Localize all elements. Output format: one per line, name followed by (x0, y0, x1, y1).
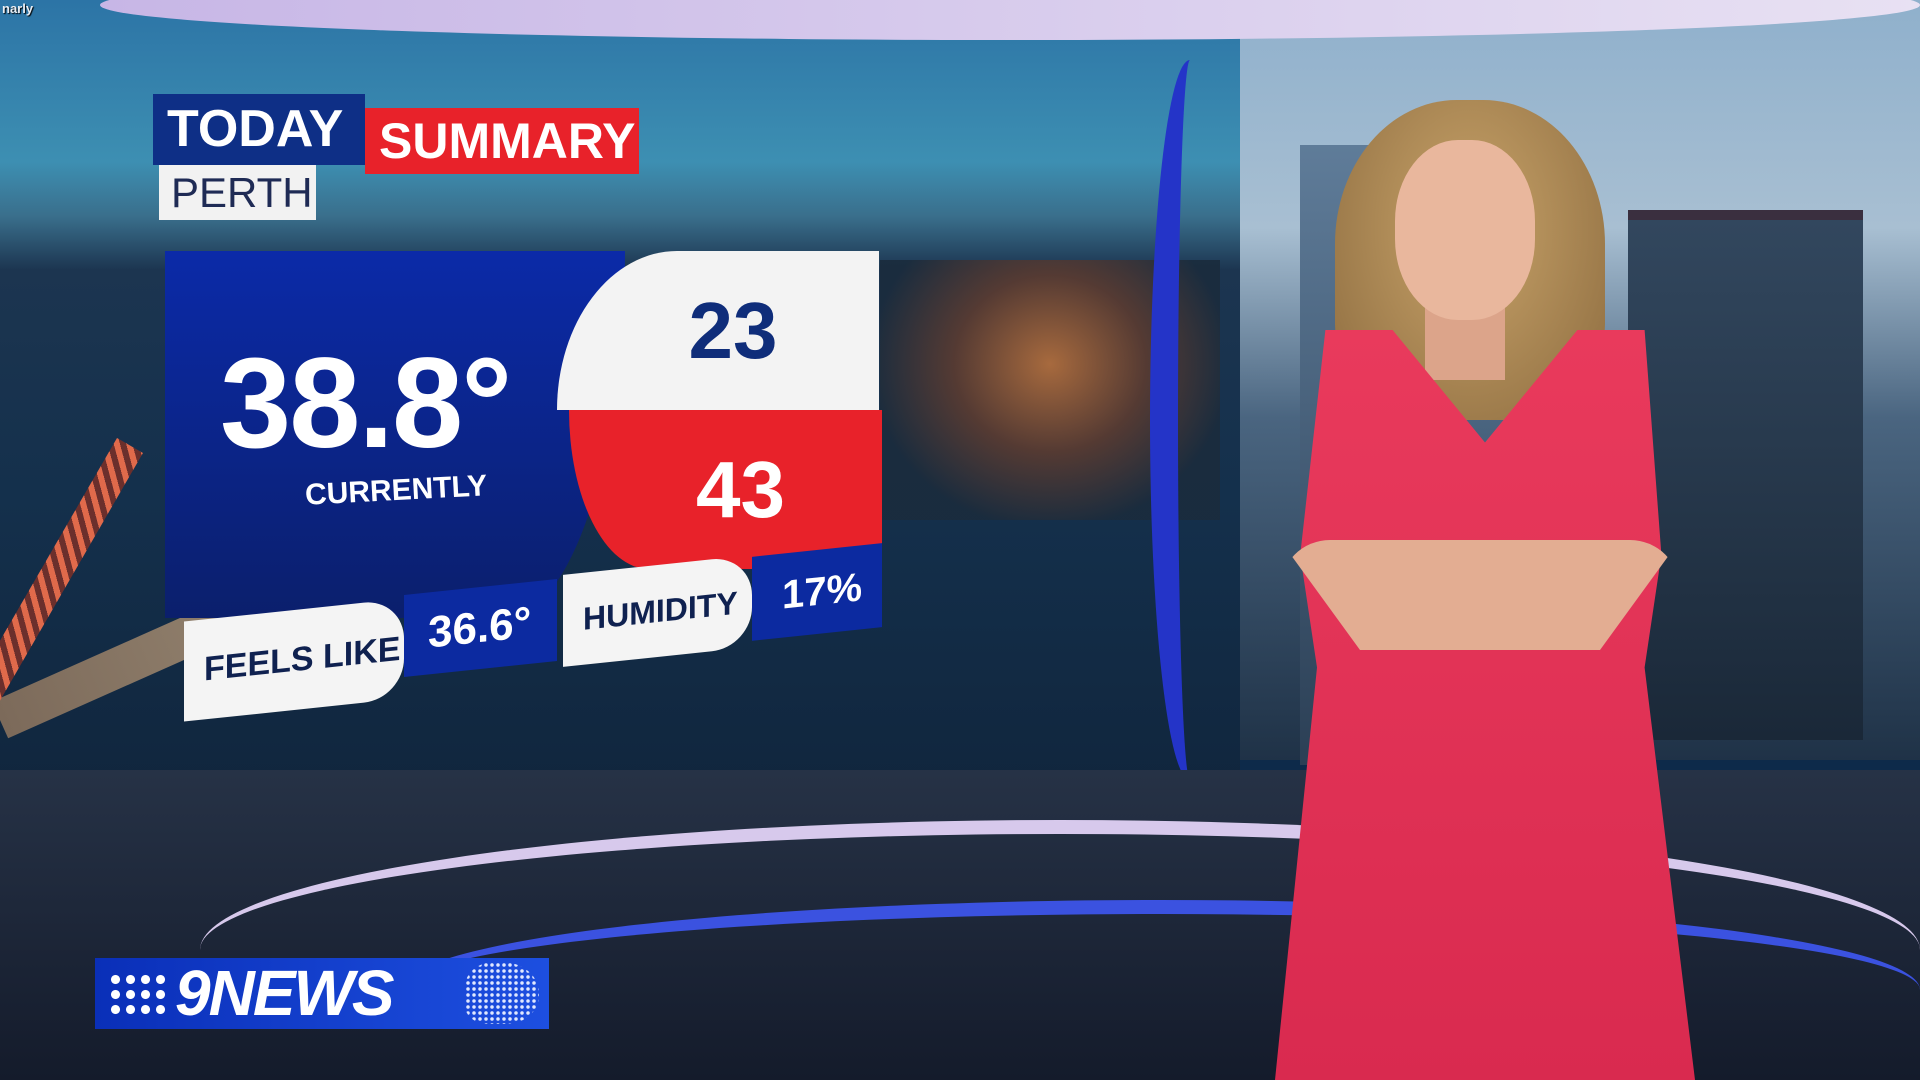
current-temperature: 38.8° (220, 332, 512, 475)
humidity-value: 17% (752, 543, 882, 641)
title-today: TODAY (153, 94, 365, 165)
presenter-face (1395, 140, 1535, 320)
australia-map-icon (465, 962, 539, 1024)
min-temperature: 23 (557, 251, 879, 410)
current-temp-panel (165, 251, 625, 618)
corner-overlay-text: narly (2, 1, 34, 16)
nine-dots-icon (108, 972, 168, 1016)
building (1628, 210, 1863, 740)
floor-light-stripe (400, 900, 1920, 1080)
title-summary: SUMMARY (365, 108, 639, 174)
max-temperature: 43 (569, 410, 882, 569)
location-label: PERTH (159, 165, 316, 220)
feels-like-value: 36.6° (404, 578, 557, 678)
studio-blue-band (1150, 60, 1230, 780)
presenter-dress (1275, 330, 1695, 1080)
